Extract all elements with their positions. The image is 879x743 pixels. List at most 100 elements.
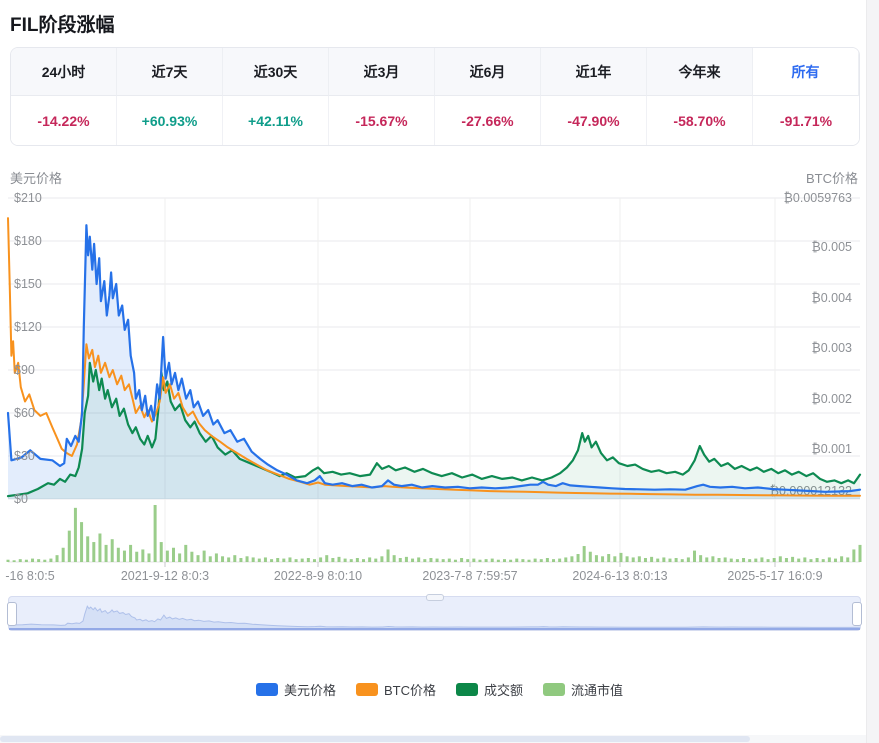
legend-item-3[interactable]: 成交额	[456, 680, 523, 699]
price-chart[interactable]: 美元价格 BTC价格 ₿0.000012132 $210$180$150$120…	[0, 160, 879, 590]
marketcap-bar	[86, 536, 90, 562]
marketcap-bar	[619, 552, 623, 562]
marketcap-bar	[355, 558, 359, 562]
marketcap-bar	[263, 557, 267, 562]
marketcap-bar	[570, 556, 574, 562]
x-axis-label: 2024-6-13 8:0:13	[572, 569, 668, 583]
marketcap-bar	[631, 557, 635, 562]
marketcap-bar	[196, 555, 200, 562]
marketcap-bar	[453, 559, 457, 562]
marketcap-bar	[760, 557, 764, 562]
horizontal-scrollbar-thumb[interactable]	[0, 736, 750, 742]
marketcap-bar	[337, 556, 341, 562]
period-tab-4[interactable]: 近3月	[329, 48, 435, 96]
marketcap-bar	[122, 550, 126, 562]
horizontal-scrollbar[interactable]	[0, 735, 866, 743]
marketcap-bar	[521, 559, 525, 562]
marketcap-bar	[539, 559, 543, 562]
marketcap-bar	[98, 533, 102, 562]
chart-range-navigator[interactable]	[7, 594, 862, 631]
marketcap-bar	[711, 556, 715, 562]
marketcap-bar	[637, 556, 641, 562]
marketcap-bar	[312, 559, 316, 562]
marketcap-bar	[601, 556, 605, 562]
marketcap-bar	[852, 549, 856, 562]
marketcap-bar	[656, 558, 660, 562]
marketcap-bar	[374, 558, 378, 562]
period-tab-1[interactable]: 24小时	[11, 48, 117, 96]
navigator-left-handle[interactable]	[7, 602, 17, 626]
marketcap-bar	[171, 547, 175, 562]
marketcap-bar	[705, 557, 709, 562]
marketcap-bar	[441, 559, 445, 562]
marketcap-bar	[840, 556, 844, 562]
usd-axis-label: $150	[14, 277, 42, 291]
marketcap-bar	[797, 558, 801, 562]
marketcap-bar	[24, 559, 28, 562]
marketcap-bar	[67, 530, 71, 562]
marketcap-bar	[858, 544, 862, 562]
marketcap-bar	[6, 559, 10, 562]
period-tab-8[interactable]: 所有	[753, 48, 859, 96]
legend-label: 美元价格	[283, 683, 336, 698]
period-value-8: -91.71%	[753, 96, 859, 145]
marketcap-bar	[55, 555, 59, 562]
marketcap-bar	[233, 555, 237, 562]
marketcap-bar	[686, 557, 690, 562]
marketcap-bar	[748, 559, 752, 562]
marketcap-bar	[643, 558, 647, 562]
marketcap-bar	[270, 559, 274, 562]
marketcap-bar	[49, 558, 53, 562]
legend-item-2[interactable]: BTC价格	[355, 680, 436, 699]
marketcap-bar	[288, 557, 292, 562]
marketcap-bar	[110, 539, 114, 562]
period-tab-5[interactable]: 近6月	[435, 48, 541, 96]
marketcap-bar	[214, 553, 218, 562]
legend-item-4[interactable]: 流通市值	[543, 680, 623, 699]
btc-axis-label: ₿0.003	[811, 341, 852, 356]
usd-axis-label: $210	[14, 191, 42, 205]
marketcap-bar	[613, 556, 617, 562]
marketcap-bar	[772, 558, 776, 562]
marketcap-bar	[276, 558, 280, 562]
period-tab-7[interactable]: 今年来	[647, 48, 753, 96]
marketcap-bar	[502, 559, 506, 562]
marketcap-bar	[784, 558, 788, 562]
period-tab-6[interactable]: 近1年	[541, 48, 647, 96]
legend-item-1[interactable]: 美元价格	[255, 680, 336, 699]
period-tab-3[interactable]: 近30天	[223, 48, 329, 96]
marketcap-bar	[392, 555, 396, 562]
btc-axis-label: ₿0.002	[811, 391, 852, 406]
marketcap-bar	[625, 556, 629, 562]
period-value-7: -58.70%	[647, 96, 753, 145]
marketcap-bar	[116, 547, 120, 562]
marketcap-bar	[343, 558, 347, 562]
x-axis-label: 2025-5-17 16:0:9	[727, 569, 823, 583]
chart-legend: 美元价格 BTC价格 成交额 流通市值	[0, 680, 879, 699]
series-area	[8, 225, 860, 499]
marketcap-bar	[404, 556, 408, 562]
marketcap-bar	[319, 557, 323, 562]
marketcap-bar	[742, 558, 746, 562]
marketcap-bar	[815, 558, 819, 562]
price-chart-canvas[interactable]	[0, 160, 879, 580]
marketcap-bar	[650, 556, 654, 562]
usd-axis-label: $30	[14, 449, 35, 463]
marketcap-bar	[362, 559, 366, 562]
marketcap-bar	[190, 551, 194, 562]
vertical-scrollbar[interactable]	[866, 0, 879, 743]
marketcap-bar	[699, 555, 703, 562]
navigator-right-handle[interactable]	[852, 602, 862, 626]
marketcap-bar	[846, 557, 850, 562]
marketcap-bar	[821, 559, 825, 562]
period-value-1: -14.22%	[11, 96, 117, 145]
legend-swatch-icon	[456, 683, 478, 696]
marketcap-bar	[423, 559, 427, 562]
marketcap-bar	[227, 557, 231, 562]
btc-axis-label: ₿0.0059763	[783, 191, 852, 205]
series-line-2	[6, 361, 862, 498]
marketcap-bar	[527, 559, 531, 562]
navigator-grip[interactable]	[425, 594, 444, 601]
period-tab-2[interactable]: 近7天	[117, 48, 223, 96]
marketcap-bar	[37, 559, 41, 562]
